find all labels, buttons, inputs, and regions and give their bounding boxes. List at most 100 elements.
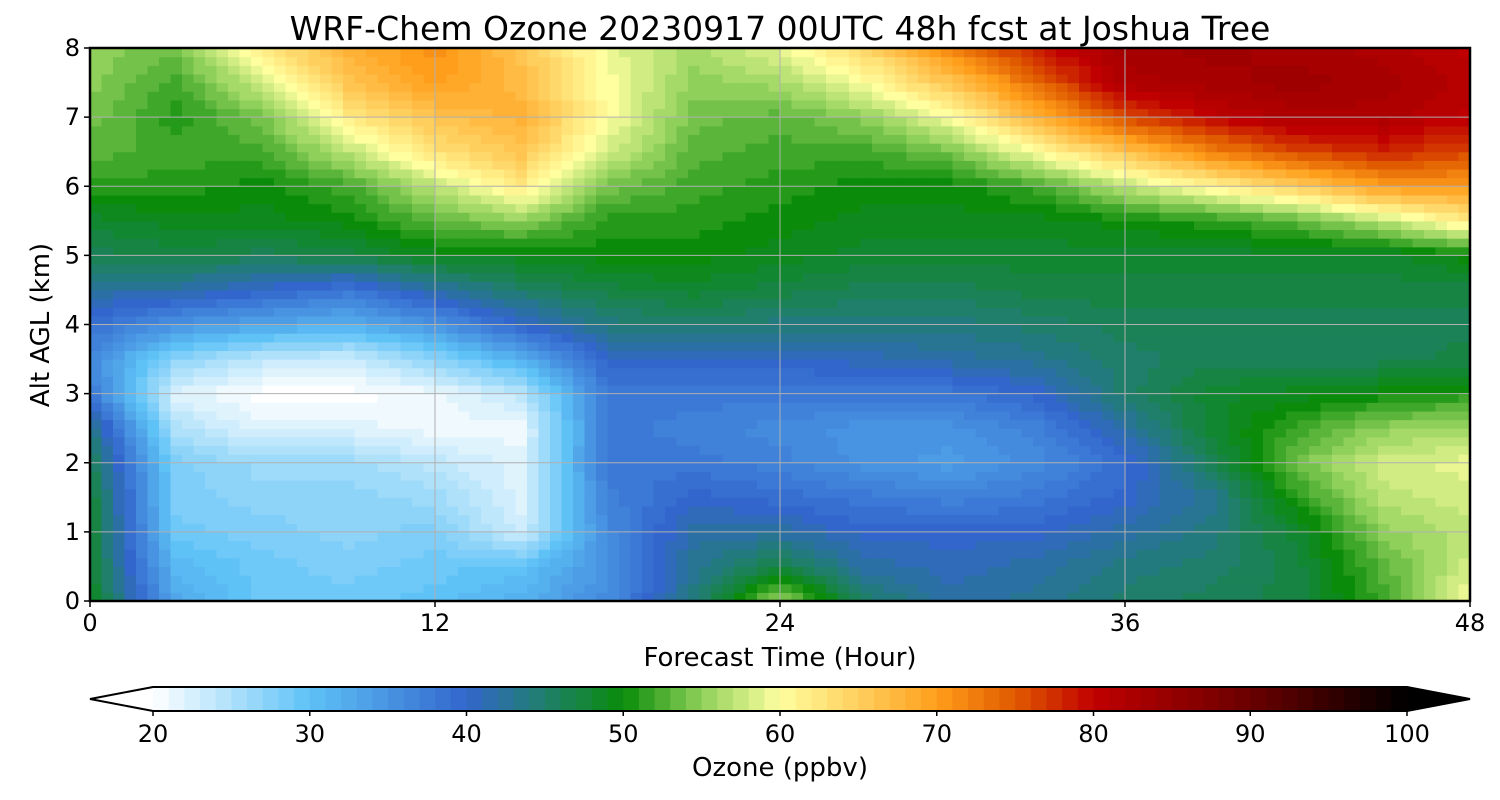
heatmap-cell bbox=[918, 540, 931, 550]
heatmap-cell bbox=[688, 264, 701, 274]
heatmap-cell bbox=[607, 359, 620, 369]
heatmap-cell bbox=[630, 583, 643, 593]
heatmap-cell bbox=[147, 367, 160, 377]
heatmap-cell bbox=[895, 341, 908, 352]
heatmap-cell bbox=[1412, 497, 1425, 507]
heatmap-cell bbox=[1251, 428, 1264, 438]
heatmap-cell bbox=[228, 462, 241, 472]
heatmap-cell bbox=[435, 549, 448, 559]
heatmap-cell bbox=[1033, 505, 1046, 516]
heatmap-cell bbox=[573, 393, 586, 403]
heatmap-cell bbox=[1205, 531, 1218, 542]
heatmap-cell bbox=[1447, 531, 1460, 542]
heatmap-cell bbox=[320, 523, 333, 533]
heatmap-cell bbox=[849, 488, 862, 498]
heatmap-cell bbox=[768, 307, 781, 317]
heatmap-cell bbox=[216, 341, 229, 352]
heatmap-cell bbox=[734, 436, 747, 447]
heatmap-cell bbox=[124, 480, 137, 490]
heatmap-cell bbox=[1286, 315, 1299, 326]
heatmap-cell bbox=[205, 264, 218, 274]
heatmap-cell bbox=[446, 523, 459, 533]
heatmap-cell bbox=[952, 523, 965, 533]
heatmap-cell bbox=[1067, 307, 1080, 317]
heatmap-cell bbox=[883, 307, 896, 317]
heatmap-cell bbox=[1251, 592, 1264, 602]
heatmap-cell bbox=[262, 255, 275, 265]
heatmap-cell bbox=[987, 592, 1000, 602]
heatmap-cell bbox=[780, 531, 793, 542]
heatmap-cell bbox=[826, 575, 839, 585]
heatmap-cell bbox=[1136, 315, 1149, 326]
heatmap-cell bbox=[527, 523, 540, 533]
heatmap-cell bbox=[734, 341, 747, 352]
heatmap-cell bbox=[285, 428, 298, 438]
heatmap-cell bbox=[826, 341, 839, 352]
heatmap-cell bbox=[550, 523, 563, 533]
heatmap-cell bbox=[883, 557, 896, 568]
heatmap-cell bbox=[1412, 255, 1425, 265]
heatmap-cell bbox=[561, 281, 574, 291]
heatmap-cell bbox=[504, 445, 517, 455]
heatmap-cell bbox=[159, 315, 172, 326]
heatmap-cell bbox=[343, 255, 356, 265]
heatmap-cell bbox=[527, 505, 540, 516]
heatmap-cell bbox=[676, 480, 689, 490]
heatmap-cell bbox=[906, 315, 919, 326]
heatmap-cell bbox=[906, 410, 919, 421]
heatmap-cell bbox=[1378, 246, 1391, 256]
heatmap-cell bbox=[308, 480, 321, 490]
heatmap-cell bbox=[538, 531, 551, 542]
heatmap-cell bbox=[377, 289, 390, 300]
heatmap-cell bbox=[389, 298, 402, 308]
heatmap-cell bbox=[642, 575, 655, 585]
heatmap-cell bbox=[550, 505, 563, 516]
heatmap-cell bbox=[527, 514, 540, 524]
heatmap-cell bbox=[791, 557, 804, 568]
heatmap-cell bbox=[1148, 419, 1161, 429]
heatmap-cell bbox=[1343, 575, 1356, 585]
heatmap-cell bbox=[722, 359, 735, 369]
heatmap-cell bbox=[803, 246, 816, 256]
heatmap-cell bbox=[412, 549, 425, 559]
heatmap-cell bbox=[481, 557, 494, 568]
heatmap-cell bbox=[193, 462, 206, 472]
heatmap-cell bbox=[285, 540, 298, 550]
heatmap-cell bbox=[998, 419, 1011, 429]
heatmap-cell bbox=[1412, 531, 1425, 542]
heatmap-cell bbox=[1309, 402, 1322, 412]
heatmap-cell bbox=[584, 445, 597, 455]
heatmap-cell bbox=[205, 315, 218, 326]
heatmap-cell bbox=[377, 497, 390, 507]
heatmap-cell bbox=[883, 359, 896, 369]
heatmap-cell bbox=[734, 454, 747, 464]
heatmap-cell bbox=[826, 540, 839, 550]
heatmap-cell bbox=[308, 246, 321, 256]
heatmap-cell bbox=[1240, 315, 1253, 326]
heatmap-cell bbox=[1182, 497, 1195, 507]
heatmap-cell bbox=[1435, 264, 1448, 274]
heatmap-cell bbox=[1378, 557, 1391, 568]
heatmap-cell bbox=[423, 454, 436, 464]
heatmap-cell bbox=[136, 384, 149, 395]
heatmap-cell bbox=[1205, 549, 1218, 559]
heatmap-cell bbox=[1044, 307, 1057, 317]
heatmap-cell bbox=[1435, 255, 1448, 265]
heatmap-cell bbox=[389, 454, 402, 464]
heatmap-cell bbox=[1458, 471, 1471, 481]
heatmap-cell bbox=[147, 359, 160, 369]
heatmap-cell bbox=[987, 324, 1000, 334]
heatmap-cell bbox=[262, 480, 275, 490]
heatmap-cell bbox=[918, 281, 931, 291]
heatmap-cell bbox=[239, 255, 252, 265]
heatmap-cell bbox=[1297, 575, 1310, 585]
heatmap-cell bbox=[538, 557, 551, 568]
heatmap-cell bbox=[573, 359, 586, 369]
heatmap-cell bbox=[1090, 376, 1103, 386]
heatmap-cell bbox=[998, 367, 1011, 377]
heatmap-cell bbox=[538, 384, 551, 395]
heatmap-cell bbox=[941, 523, 954, 533]
heatmap-cell bbox=[630, 454, 643, 464]
heatmap-cell bbox=[826, 238, 839, 248]
heatmap-cell bbox=[780, 523, 793, 533]
